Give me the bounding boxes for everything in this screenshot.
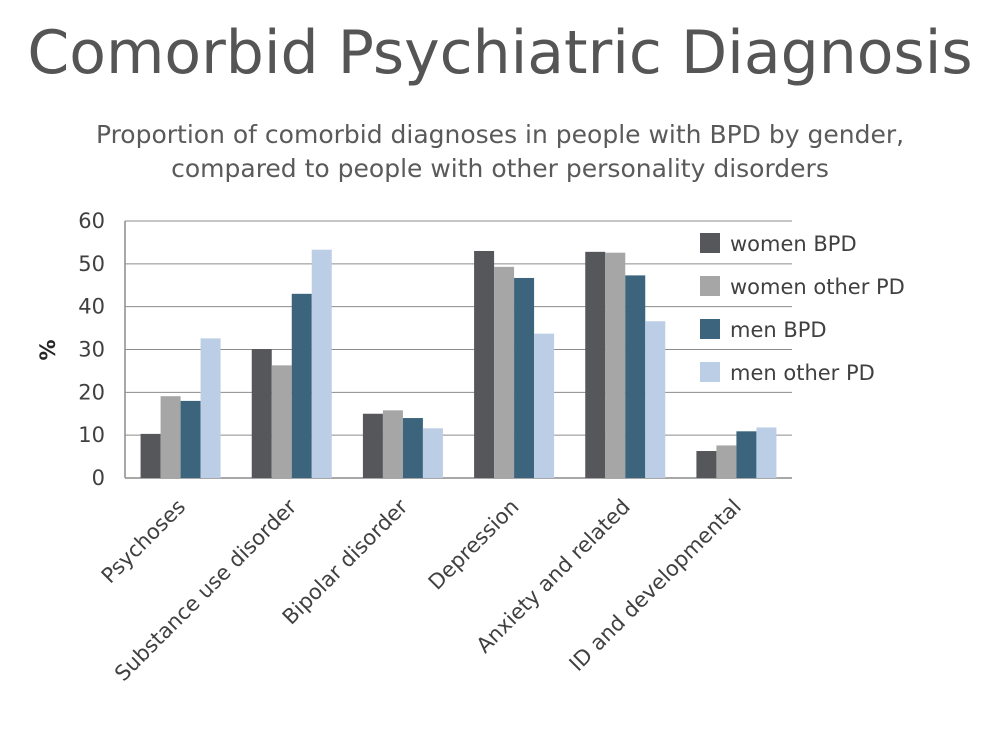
bar [474, 250, 495, 478]
y-axis-ticks: 0 10 20 30 40 50 60 [78, 209, 105, 490]
bar [605, 252, 626, 478]
chart-subtitle: Proportion of comorbid diagnoses in peop… [0, 118, 1000, 186]
y-tick-label: 30 [78, 338, 105, 362]
bar [422, 428, 443, 478]
grid-lines [124, 220, 792, 479]
bar [180, 400, 201, 478]
legend-swatch [700, 276, 720, 296]
subtitle-line-2: compared to people with other personalit… [171, 153, 829, 183]
legend-label: women other PD [730, 275, 905, 299]
x-category-label: Substance use disorder [110, 494, 301, 685]
y-tick-label: 0 [92, 466, 105, 490]
y-tick-label: 60 [78, 209, 105, 233]
bar [716, 445, 737, 478]
bar [200, 338, 221, 478]
bar [514, 277, 535, 478]
bar [251, 349, 272, 478]
y-tick-label: 20 [78, 380, 105, 404]
subtitle-line-1: Proportion of comorbid diagnoses in peop… [95, 120, 905, 149]
legend: women BPD women other PD men BPD men other … [700, 232, 905, 385]
legend-swatch [700, 319, 720, 339]
bar [402, 418, 423, 478]
bar [494, 266, 515, 478]
legend-label: men other PD [730, 361, 875, 385]
bar-group [140, 249, 777, 478]
bar [696, 451, 717, 478]
chart-title: Comorbid Psychiatric Diagnosis [27, 18, 973, 88]
y-tick-label: 50 [78, 252, 105, 276]
y-axis-label: % [36, 339, 60, 360]
bar [160, 396, 181, 478]
legend-swatch [700, 362, 720, 382]
bar [382, 410, 403, 478]
bar [645, 321, 666, 478]
y-tick-label: 40 [78, 295, 105, 319]
bar [362, 413, 383, 478]
bar [311, 249, 332, 478]
x-category-label: Depression [424, 495, 524, 595]
legend-swatch [700, 233, 720, 253]
bar [291, 293, 312, 478]
bar [756, 427, 777, 478]
bar [140, 433, 161, 478]
y-tick-label: 10 [78, 423, 105, 447]
bar [585, 251, 606, 478]
legend-label: men BPD [730, 318, 827, 342]
legend-label: women BPD [730, 232, 857, 256]
bar [736, 431, 757, 478]
bar [271, 365, 292, 478]
bar [534, 333, 555, 478]
x-category-label: Psychoses [97, 495, 190, 588]
bar [625, 275, 646, 478]
